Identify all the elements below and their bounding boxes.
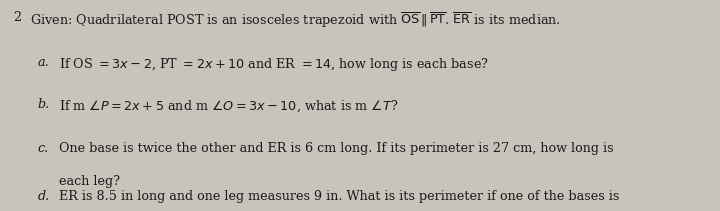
Text: Given: Quadrilateral POST is an isosceles trapezoid with $\overline{\mathrm{OS}}: Given: Quadrilateral POST is an isoscele…: [30, 11, 561, 30]
Text: If OS $= 3x - 2$, PT $= 2x + 10$ and ER $= 14$, how long is each base?: If OS $= 3x - 2$, PT $= 2x + 10$ and ER …: [59, 56, 489, 73]
Text: a.: a.: [37, 56, 49, 69]
Text: d.: d.: [37, 190, 50, 203]
Text: One base is twice the other and ER is 6 cm long. If its perimeter is 27 cm, how : One base is twice the other and ER is 6 …: [59, 142, 613, 156]
Text: ER is 8.5 in long and one leg measures 9 in. What is its perimeter if one of the: ER is 8.5 in long and one leg measures 9…: [59, 190, 619, 203]
Text: b.: b.: [37, 98, 50, 111]
Text: If m $\angle P = 2x + 5$ and m $\angle O = 3x - 10$, what is m $\angle T$?: If m $\angle P = 2x + 5$ and m $\angle O…: [59, 98, 398, 114]
Text: each leg?: each leg?: [59, 175, 120, 188]
Text: c.: c.: [37, 142, 48, 156]
Text: 2: 2: [13, 11, 21, 24]
